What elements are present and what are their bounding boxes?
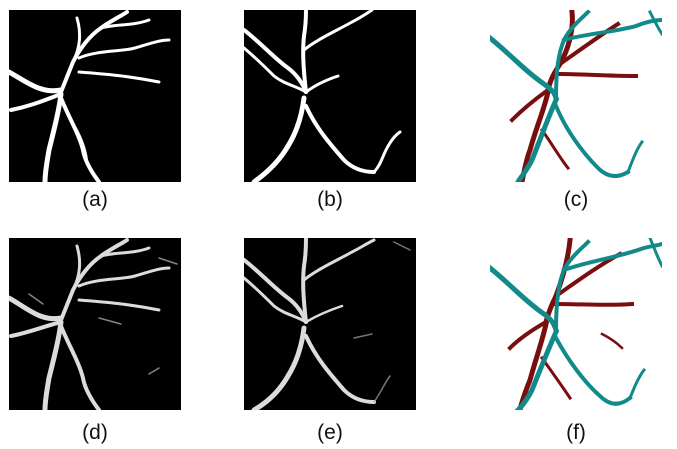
panel-b-vessel-mask [244, 10, 416, 182]
caption-b: (b) [317, 188, 343, 211]
vessel-classification-c-image [490, 10, 662, 182]
vessel-mask-b-image [244, 10, 416, 182]
panel-f-vessel-classification [490, 238, 662, 410]
panel-d-probability-map [9, 238, 181, 410]
caption-c: (c) [563, 188, 589, 211]
probability-map-e-image [244, 238, 416, 410]
panel-a-vessel-mask [9, 10, 181, 182]
vessel-mask-a-image [9, 10, 181, 182]
probability-map-d-image [9, 238, 181, 410]
caption-f: (f) [566, 421, 586, 444]
caption-a: (a) [82, 188, 108, 211]
panel-c-vessel-classification [490, 10, 662, 182]
caption-d: (d) [82, 421, 108, 444]
vessel-classification-f-image [490, 238, 662, 410]
panel-e-probability-map [244, 238, 416, 410]
caption-e: (e) [317, 421, 343, 444]
